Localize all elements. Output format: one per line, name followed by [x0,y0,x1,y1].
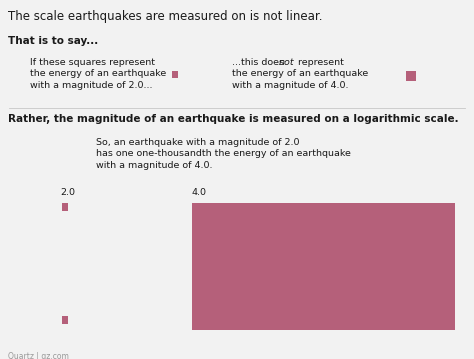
Text: 2.0: 2.0 [60,188,75,197]
Text: ...this does: ...this does [232,58,287,67]
Text: The scale earthquakes are measured on is not linear.: The scale earthquakes are measured on is… [8,10,322,23]
Text: Rather, the magnitude of an earthquake is measured on a logarithmic scale.: Rather, the magnitude of an earthquake i… [8,114,459,124]
Text: represent: represent [295,58,344,67]
Bar [406,70,416,80]
Text: If these squares represent: If these squares represent [30,58,155,67]
Text: 4.0: 4.0 [192,188,207,197]
Text: has one one-thousandth the energy of an earthquake: has one one-thousandth the energy of an … [96,149,351,159]
Text: Quartz | qz.com: Quartz | qz.com [8,352,69,359]
Bar [62,203,68,211]
Text: with a magnitude of 4.0.: with a magnitude of 4.0. [232,81,348,90]
Text: That is to say...: That is to say... [8,36,98,46]
Bar [62,316,68,324]
Bar [172,70,178,78]
Text: So, an earthquake with a magnitude of 2.0: So, an earthquake with a magnitude of 2.… [96,138,300,147]
Text: with a magnitude of 2.0...: with a magnitude of 2.0... [30,81,153,90]
Text: not: not [279,58,295,67]
Bar [192,203,455,330]
Text: the energy of an earthquake: the energy of an earthquake [232,70,368,79]
Text: with a magnitude of 4.0.: with a magnitude of 4.0. [96,161,212,170]
Text: the energy of an earthquake: the energy of an earthquake [30,70,166,79]
